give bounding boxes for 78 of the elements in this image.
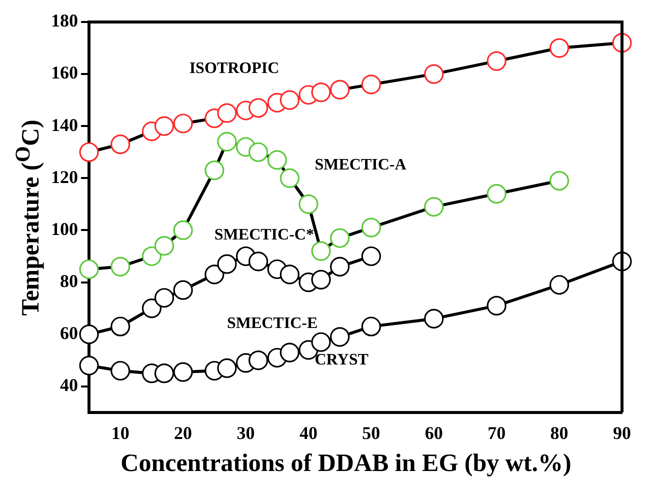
- point: [311, 82, 331, 102]
- point: [154, 116, 174, 136]
- point: [424, 196, 444, 217]
- point: [173, 220, 193, 240]
- point: [248, 350, 268, 370]
- point: [311, 270, 331, 290]
- point: [110, 256, 130, 276]
- x-tick-label: 90: [613, 422, 631, 443]
- x-tick-label: 80: [550, 422, 568, 443]
- point: [424, 308, 444, 329]
- point: [154, 288, 174, 308]
- point: [79, 324, 99, 344]
- annotation: SMECTIC-E: [226, 315, 318, 332]
- y-tick-label: 140: [51, 114, 78, 135]
- point: [248, 142, 268, 162]
- point: [173, 114, 193, 134]
- point: [154, 236, 174, 256]
- point: [110, 360, 130, 381]
- point: [549, 38, 570, 58]
- point: [486, 296, 506, 316]
- point: [142, 298, 162, 318]
- point: [173, 280, 193, 300]
- point: [330, 327, 350, 347]
- point: [217, 358, 237, 378]
- y-tick-label: 120: [51, 166, 78, 187]
- point: [330, 80, 350, 100]
- point: [204, 160, 224, 180]
- point: [311, 332, 331, 352]
- y-tick-label: 160: [51, 62, 78, 83]
- point: [330, 228, 350, 248]
- point: [204, 264, 224, 284]
- point: [217, 103, 237, 123]
- x-tick-label: 70: [488, 422, 506, 443]
- x-tick-label: 30: [236, 422, 255, 443]
- y-tick-label: 80: [60, 270, 78, 291]
- annotation: SMECTIC-C*: [214, 226, 314, 244]
- point: [424, 64, 444, 84]
- point: [280, 342, 300, 362]
- point: [110, 134, 130, 154]
- annotation: SMECTIC-A: [314, 156, 407, 174]
- point: [549, 170, 570, 191]
- x-tick-label: 10: [111, 422, 130, 443]
- y-tick-label: 40: [60, 375, 78, 396]
- point: [79, 356, 99, 376]
- annotation: ISOTROPIC: [189, 60, 280, 77]
- x-tick-label: 40: [299, 422, 318, 443]
- y-tick-label: 100: [51, 218, 78, 239]
- point: [280, 90, 300, 110]
- y-tick-label: 60: [60, 322, 78, 343]
- x-tick-label: 20: [174, 422, 192, 443]
- point: [79, 142, 99, 162]
- x-tick-label: 50: [362, 422, 380, 443]
- point: [330, 256, 350, 276]
- point: [110, 316, 130, 336]
- point: [79, 259, 99, 280]
- point: [361, 74, 381, 94]
- point: [248, 98, 268, 118]
- x-axis-title: Concentrations of DDAB in EG (by wt.%): [120, 450, 572, 478]
- annotation: CRYST: [314, 351, 369, 368]
- point: [217, 254, 237, 274]
- point: [486, 184, 506, 204]
- x-tick-label: 60: [424, 422, 443, 443]
- point: [361, 246, 381, 266]
- point: [248, 252, 268, 272]
- point: [280, 168, 300, 188]
- point: [267, 150, 287, 170]
- point: [486, 51, 506, 71]
- point: [154, 364, 174, 384]
- point: [142, 246, 162, 266]
- point: [311, 241, 331, 261]
- point: [549, 275, 570, 295]
- point: [361, 316, 381, 336]
- y-tick-label: 180: [51, 10, 78, 31]
- point: [217, 132, 237, 152]
- point: [173, 362, 193, 382]
- point: [280, 264, 300, 284]
- point: [361, 218, 381, 238]
- point: [298, 194, 318, 214]
